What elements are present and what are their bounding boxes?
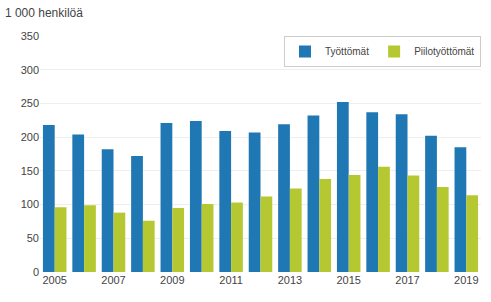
svg-text:2009: 2009	[160, 274, 184, 286]
svg-text:300: 300	[21, 64, 39, 76]
svg-text:Piilotyöttömät: Piilotyöttömät	[414, 46, 474, 57]
svg-text:250: 250	[21, 97, 39, 109]
svg-text:2017: 2017	[395, 274, 419, 286]
svg-text:100: 100	[21, 198, 39, 210]
svg-text:50: 50	[27, 232, 39, 244]
svg-text:2005: 2005	[42, 274, 66, 286]
svg-text:2007: 2007	[101, 274, 125, 286]
svg-text:Työttömät: Työttömät	[325, 46, 369, 57]
svg-text:2013: 2013	[278, 274, 302, 286]
svg-text:2011: 2011	[219, 274, 243, 286]
svg-text:2019: 2019	[454, 274, 478, 286]
svg-text:350: 350	[21, 30, 39, 42]
svg-text:150: 150	[21, 165, 39, 177]
svg-text:2015: 2015	[336, 274, 360, 286]
svg-text:1 000 henkilöä: 1 000 henkilöä	[5, 6, 83, 20]
svg-text:0: 0	[33, 266, 39, 278]
svg-text:200: 200	[21, 131, 39, 143]
